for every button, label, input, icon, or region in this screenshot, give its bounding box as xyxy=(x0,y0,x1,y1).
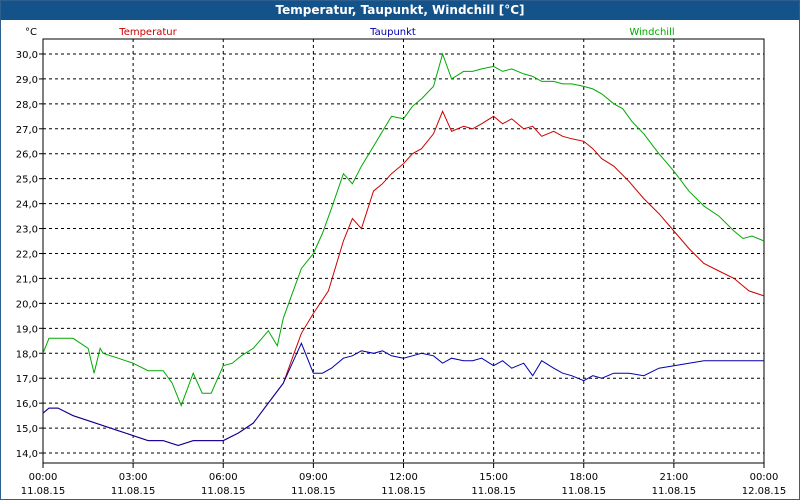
y-tick-label: 28,0 xyxy=(16,100,38,111)
chart-svg: 14,0 15,0 16,0 17,0 18,0 19,0 20,0 21,0 22,0 23,0… xyxy=(16,27,787,497)
y-tick-label: 30,0 xyxy=(16,50,38,61)
y-tick-label: 22,0 xyxy=(16,249,38,260)
y-tick-label: 25,0 xyxy=(16,175,38,186)
x-tick-date-label: 11.08.15 xyxy=(381,486,426,497)
y-tick-label: 14,0 xyxy=(16,449,38,460)
y-tick-label: 16,0 xyxy=(16,399,38,410)
chart-title: Temperatur, Taupunkt, Windchill [°C] xyxy=(1,1,799,20)
y-tick-label: 24,0 xyxy=(16,200,38,211)
y-tick-label: 15,0 xyxy=(16,424,38,435)
x-tick-date-label: 11.08.15 xyxy=(561,486,606,497)
legend-entry-windchill: Windchill xyxy=(629,27,674,38)
series-line-windchill xyxy=(42,52,765,407)
x-tick-time-label: 06:00 xyxy=(209,472,238,483)
y-axis-label: °C xyxy=(25,27,37,38)
x-tick-date-label: 11.08.15 xyxy=(291,486,336,497)
legend-entry-temperatur: Temperatur xyxy=(118,27,177,38)
y-tick-label: 29,0 xyxy=(16,75,38,86)
x-tick-time-label: 09:00 xyxy=(299,472,328,483)
y-tick-label: 17,0 xyxy=(16,374,38,385)
y-tick-label: 19,0 xyxy=(16,324,38,335)
x-tick-time-label: 21:00 xyxy=(659,472,688,483)
x-tick-time-label: 03:00 xyxy=(119,472,148,483)
x-tick-time-label: 12:00 xyxy=(389,472,418,483)
x-tick-date-label: 12.08.15 xyxy=(742,486,787,497)
x-tick-time-label: 15:00 xyxy=(479,472,508,483)
series-line-taupunkt xyxy=(42,342,764,447)
y-tick-label: 26,0 xyxy=(16,150,38,161)
y-tick-label: 18,0 xyxy=(16,349,38,360)
y-tick-label: 27,0 xyxy=(16,125,38,136)
y-tick-label: 20,0 xyxy=(16,299,38,310)
x-tick-time-label: 18:00 xyxy=(569,472,598,483)
x-tick-time-label: 00:00 xyxy=(29,472,58,483)
x-tick-time-label: 00:00 xyxy=(750,472,779,483)
x-tick-date-label: 11.08.15 xyxy=(201,486,246,497)
x-tick-date-label: 11.08.15 xyxy=(652,486,697,497)
x-tick-date-label: 11.08.15 xyxy=(471,486,516,497)
y-tick-label: 21,0 xyxy=(16,274,38,285)
x-tick-date-label: 11.08.15 xyxy=(111,486,156,497)
y-tick-label: 23,0 xyxy=(16,225,38,236)
x-tick-date-label: 11.08.15 xyxy=(21,486,66,497)
legend-entry-taupunkt: Taupunkt xyxy=(369,27,416,38)
